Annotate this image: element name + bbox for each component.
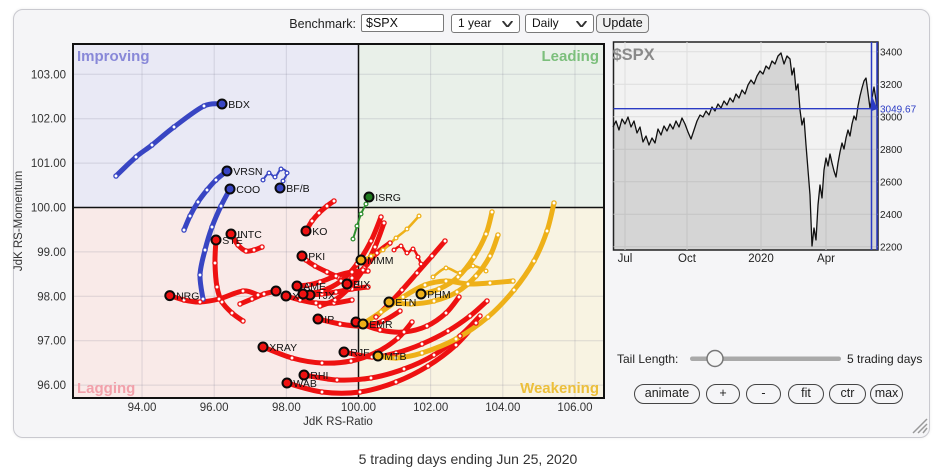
- svg-text:3000: 3000: [880, 113, 903, 124]
- svg-text:BDX: BDX: [228, 99, 250, 111]
- svg-text:STE: STE: [222, 235, 242, 247]
- svg-text:104.00: 104.00: [485, 402, 520, 414]
- svg-text:103.00: 103.00: [31, 69, 66, 81]
- svg-text:99.00: 99.00: [37, 247, 66, 259]
- svg-text:INTC: INTC: [237, 229, 262, 241]
- svg-text:94.00: 94.00: [128, 402, 157, 414]
- svg-text:98.00: 98.00: [37, 291, 66, 303]
- svg-text:MTB: MTB: [384, 351, 406, 363]
- svg-text:Weakening: Weakening: [520, 380, 599, 397]
- svg-text:ISRG: ISRG: [375, 192, 401, 204]
- svg-text:Apr: Apr: [817, 253, 835, 265]
- svg-text:102.00: 102.00: [31, 114, 66, 126]
- svg-text:COO: COO: [236, 184, 260, 196]
- svg-text:101.00: 101.00: [31, 158, 66, 170]
- svg-text:ETN: ETN: [395, 297, 416, 309]
- svg-text:97.00: 97.00: [37, 336, 66, 348]
- svg-text:2200: 2200: [880, 243, 903, 254]
- svg-text:XRAY: XRAY: [269, 342, 297, 354]
- svg-text:EIX: EIX: [353, 279, 370, 291]
- svg-text:$SPX: $SPX: [613, 46, 655, 64]
- svg-text:100.00: 100.00: [341, 402, 376, 414]
- svg-text:EMR: EMR: [369, 319, 393, 331]
- svg-text:2020: 2020: [748, 253, 774, 265]
- svg-text:PKI: PKI: [308, 251, 325, 263]
- svg-text:KO: KO: [312, 226, 327, 238]
- svg-text:JdK RS-Ratio: JdK RS-Ratio: [303, 416, 373, 428]
- svg-text:WAB: WAB: [293, 378, 317, 390]
- svg-text:IP: IP: [324, 314, 334, 326]
- svg-text:98.00: 98.00: [272, 402, 301, 414]
- svg-text:2400: 2400: [880, 210, 903, 221]
- svg-text:96.00: 96.00: [37, 380, 66, 392]
- svg-text:3400: 3400: [880, 48, 903, 59]
- svg-text:BF/B: BF/B: [286, 183, 309, 195]
- svg-text:3200: 3200: [880, 80, 903, 91]
- svg-text:2600: 2600: [880, 178, 903, 189]
- svg-text:96.00: 96.00: [200, 402, 229, 414]
- svg-text:Lagging: Lagging: [77, 380, 135, 397]
- svg-text:102.00: 102.00: [413, 402, 448, 414]
- svg-text:3049.67: 3049.67: [880, 105, 917, 116]
- svg-text:Jul: Jul: [618, 253, 633, 265]
- svg-text:Leading: Leading: [541, 48, 599, 65]
- svg-text:RHI: RHI: [310, 370, 328, 382]
- svg-text:TJX: TJX: [316, 290, 335, 302]
- svg-text:RJF: RJF: [350, 347, 369, 359]
- svg-text:NRG: NRG: [176, 290, 199, 302]
- svg-text:Improving: Improving: [77, 48, 150, 65]
- svg-text:2800: 2800: [880, 145, 903, 156]
- svg-text:VRSN: VRSN: [233, 166, 262, 178]
- svg-text:106.00: 106.00: [557, 402, 592, 414]
- svg-text:MMM: MMM: [367, 255, 393, 267]
- svg-text:100.00: 100.00: [31, 203, 66, 215]
- svg-text:PHM: PHM: [427, 289, 450, 301]
- svg-text:Oct: Oct: [678, 253, 697, 265]
- svg-text:JdK RS-Momentum: JdK RS-Momentum: [13, 171, 25, 271]
